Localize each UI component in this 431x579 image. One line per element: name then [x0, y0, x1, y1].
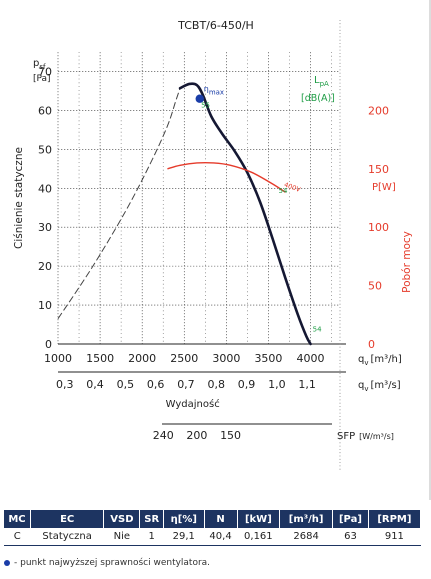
col-vsd: VSD — [103, 510, 141, 528]
x-tick-label-m3s: 0,7 — [177, 378, 195, 391]
y-tick-label: 0 — [45, 338, 52, 351]
x-tick-label-m3h: 2500 — [170, 352, 198, 365]
eta-max-label: ηmax — [204, 85, 224, 97]
power-tick-label: 200 — [368, 104, 389, 117]
x-tick-label-m3s: 0,3 — [56, 378, 74, 391]
y-tick-label: 50 — [38, 143, 52, 156]
power-axis-title: Pobór mocy — [401, 231, 413, 293]
x-tick-label-m3s: 0,9 — [238, 378, 256, 391]
pressure-curve — [178, 82, 312, 346]
col-m3h: [m³/h] — [279, 510, 334, 528]
cell-mc: C — [4, 528, 31, 546]
cell-pa: 63 — [332, 528, 369, 546]
x-tick-label-m3h: 1500 — [86, 352, 114, 365]
noise-level-label: 55 — [201, 101, 210, 109]
cell-sr: 1 — [139, 528, 164, 546]
x-tick-label-m3s: 0,5 — [117, 378, 135, 391]
y-tick-label: 10 — [38, 299, 52, 312]
y-unit-bracket: [Pa] — [33, 74, 51, 84]
power-tick-label: 150 — [368, 163, 389, 176]
col-rpm: [RPM] — [368, 510, 422, 528]
noise-unit-label: [dB(A)] — [301, 93, 335, 104]
footnote: - punkt najwyższej sprawności wentylator… — [4, 558, 210, 568]
eta-max-point — [195, 94, 204, 103]
power-curve — [167, 161, 286, 193]
col-eta: η[%] — [163, 510, 205, 528]
power-tick-label: 0 — [368, 338, 375, 351]
noise-level-label: 54 — [279, 187, 288, 195]
y-tick-label: 70 — [38, 65, 52, 78]
power-tick-label: 50 — [368, 280, 382, 293]
cell-ec: Statyczna — [30, 528, 104, 546]
x-tick-label-m3s: 1,0 — [268, 378, 286, 391]
chart-grid — [57, 0, 431, 500]
x-tick-label-m3s: 0,4 — [86, 378, 104, 391]
sfp-tick-label: 150 — [220, 429, 241, 442]
x-tick-label-m3h: 3500 — [254, 352, 282, 365]
spec-table: MC EC VSD SR η[%] N [kW] [m³/h] [Pa] [RP… — [4, 510, 422, 546]
x-unit-label-m3s: qv [m³/s] — [358, 380, 401, 393]
x-tick-label-m3s: 0,8 — [208, 378, 226, 391]
cell-vsd: Nie — [103, 528, 140, 546]
footnote-text: - punkt najwyższej sprawności wentylator… — [14, 558, 211, 568]
sfp-tick-label: 200 — [186, 429, 207, 442]
y-tick-label: 60 — [38, 104, 52, 117]
col-sr: SR — [139, 510, 165, 528]
y-tick-label: 20 — [38, 260, 52, 273]
col-pa: [Pa] — [332, 510, 369, 528]
x-tick-label-m3h: 1000 — [44, 352, 72, 365]
col-ec: EC — [30, 510, 105, 528]
y-tick-label: 30 — [38, 221, 52, 234]
x-tick-label-m3s: 1,1 — [298, 378, 316, 391]
chart-marks — [57, 82, 312, 346]
x-axis-caption: Wydajność — [166, 398, 220, 410]
cell-n: 40,4 — [204, 528, 238, 546]
x-unit-label-m3h: qv [m³/h] — [358, 354, 402, 367]
noise-label: LpA — [314, 75, 329, 88]
col-mc: MC — [4, 510, 31, 528]
cell-m3h: 2684 — [279, 528, 333, 546]
pressure-curve-unstable — [57, 88, 181, 319]
sfp-tick-label: 240 — [153, 429, 174, 442]
eta-point-bullet-icon — [4, 560, 10, 566]
col-kw: [kW] — [237, 510, 281, 528]
y-tick-label: 40 — [38, 182, 52, 195]
power-unit-label: P[W] — [372, 182, 396, 193]
x-tick-label-m3s: 0,6 — [147, 378, 165, 391]
cell-rpm: 911 — [368, 528, 421, 546]
x-tick-label-m3h: 4000 — [297, 352, 325, 365]
spec-table-header: MC EC VSD SR η[%] N [kW] [m³/h] [Pa] [RP… — [4, 510, 422, 528]
power-tick-label: 100 — [368, 221, 389, 234]
cell-eta: 29,1 — [163, 528, 205, 546]
noise-level-label: 54 — [313, 326, 322, 334]
sfp-axis-label: SFP [W/m³/s] — [337, 431, 394, 442]
col-n: N — [204, 510, 238, 528]
table-row: C Statyczna Nie 1 29,1 40,4 0,161 2684 6… — [4, 528, 421, 546]
x-tick-label-m3h: 2000 — [128, 352, 156, 365]
x-tick-label-m3h: 3000 — [212, 352, 240, 365]
y-axis-title: Ciśnienie statyczne — [13, 147, 25, 249]
chart-title: TCBT/6-450/H — [177, 19, 254, 32]
y-unit-label: psf — [33, 58, 46, 71]
cell-kw: 0,161 — [237, 528, 280, 546]
